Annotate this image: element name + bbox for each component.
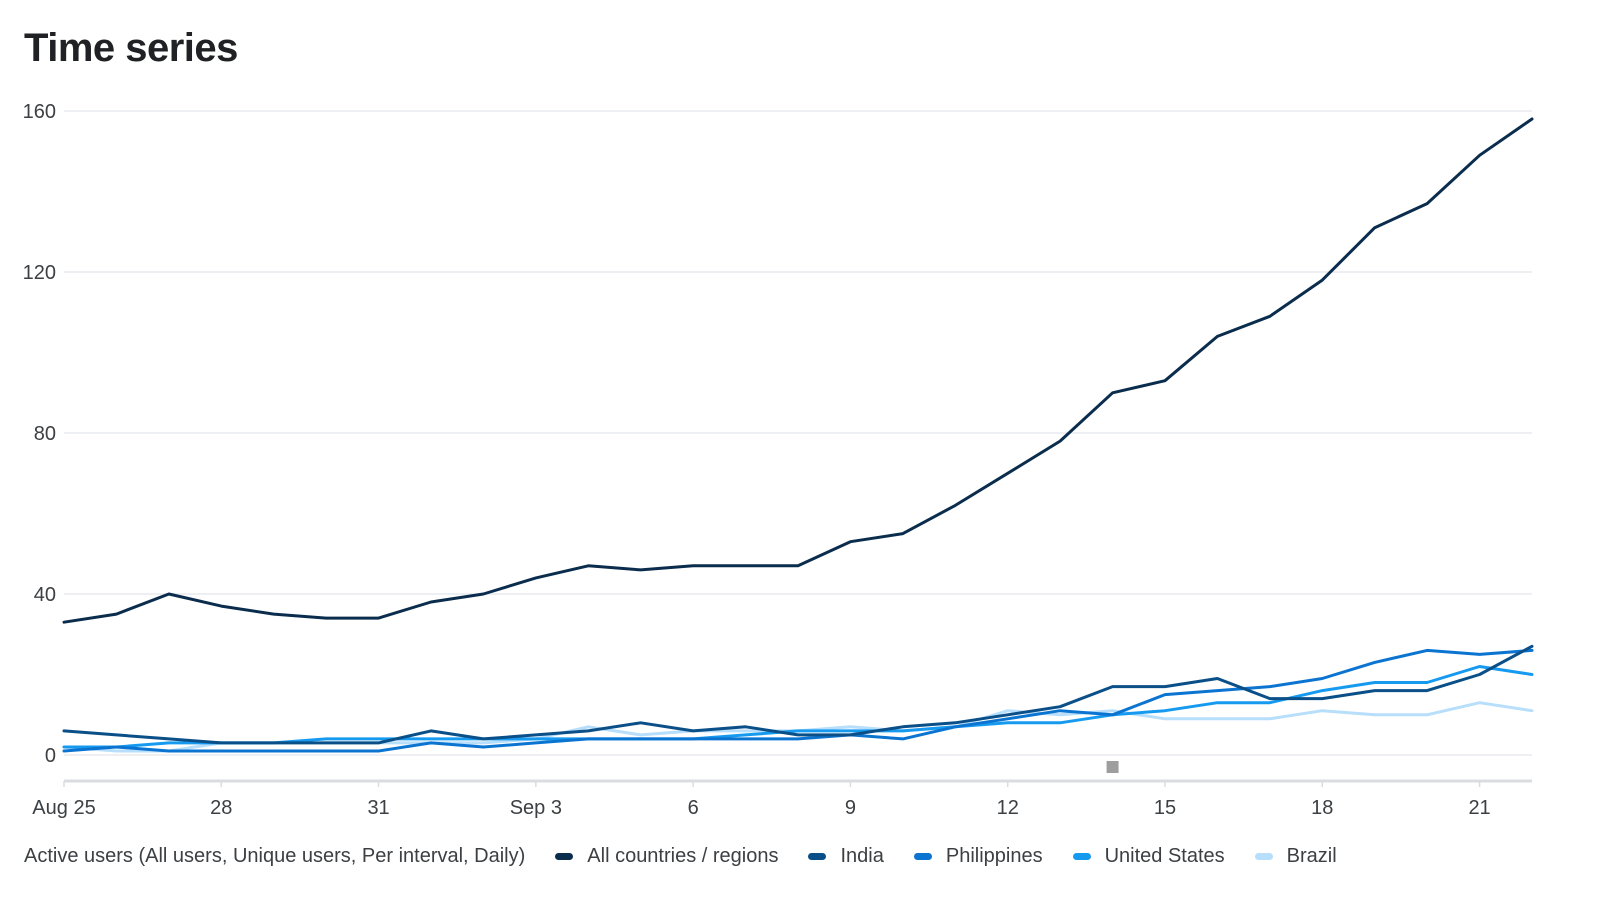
legend-swatch bbox=[808, 852, 827, 860]
x-tick-label: 18 bbox=[1311, 797, 1333, 819]
legend-items: All countries / regions India Philippines U… bbox=[555, 845, 1366, 868]
series-line-all-countries-regions bbox=[62, 117, 1534, 624]
chart-legend: Active users (All users, Unique users, P… bbox=[24, 842, 1367, 870]
page-title: Time series bbox=[24, 26, 238, 70]
y-tick-label: 40 bbox=[34, 584, 56, 606]
series-line-philippines bbox=[62, 648, 1534, 753]
annotation-markers bbox=[1106, 761, 1119, 773]
legend-item[interactable]: Philippines bbox=[913, 844, 1043, 868]
annotation-marker[interactable] bbox=[1106, 761, 1119, 773]
legend-caption: Active users (All users, Unique users, P… bbox=[24, 844, 526, 867]
legend-label: Philippines bbox=[945, 844, 1043, 867]
legend-swatch bbox=[1072, 852, 1091, 860]
legend-item[interactable]: Brazil bbox=[1254, 844, 1337, 868]
y-tick-label: 120 bbox=[23, 262, 56, 284]
x-axis-ticks: Aug 25 28 31 Sep 3 6 9 12 15 18 21 bbox=[32, 781, 1491, 819]
x-tick-label: 21 bbox=[1468, 797, 1490, 819]
y-tick-label: 80 bbox=[34, 423, 56, 445]
legend-item[interactable]: All countries / regions bbox=[555, 845, 778, 868]
x-tick-label: 31 bbox=[367, 797, 389, 819]
y-tick-label: 0 bbox=[45, 745, 56, 767]
x-tick-label: 6 bbox=[688, 797, 699, 819]
x-tick-label: 28 bbox=[210, 797, 232, 819]
y-axis-ticks: 0 40 80 120 160 bbox=[23, 101, 56, 767]
time-series-chart: 0 40 80 120 160 Aug 25 28 31 Sep 3 6 9 12 15 18 21 bbox=[23, 101, 1534, 819]
legend-item[interactable]: India bbox=[808, 844, 884, 868]
grid-lines bbox=[64, 110, 1532, 783]
legend-label: United States bbox=[1104, 844, 1225, 867]
legend-swatch bbox=[555, 852, 574, 860]
x-tick-label: Aug 25 bbox=[32, 797, 95, 819]
x-tick-label: Sep 3 bbox=[510, 797, 562, 819]
x-tick-label: 15 bbox=[1154, 797, 1176, 819]
y-tick-label: 160 bbox=[23, 101, 56, 123]
legend-swatch bbox=[1254, 852, 1273, 860]
legend-label: Brazil bbox=[1286, 844, 1337, 867]
series-line-india bbox=[62, 644, 1534, 745]
x-tick-label: 9 bbox=[845, 797, 856, 819]
x-tick-label: 12 bbox=[997, 797, 1019, 819]
legend-label: India bbox=[840, 844, 884, 867]
legend-label: All countries / regions bbox=[587, 844, 779, 867]
series-lines bbox=[62, 117, 1534, 753]
legend-item[interactable]: United States bbox=[1072, 844, 1225, 868]
legend-swatch bbox=[913, 852, 932, 860]
